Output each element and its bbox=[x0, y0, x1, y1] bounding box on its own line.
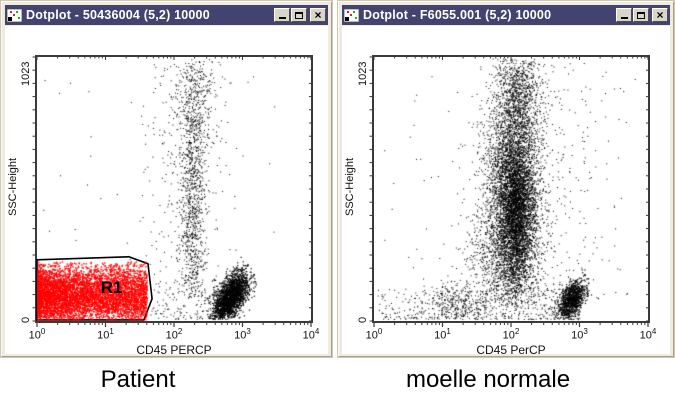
y-axis-title: SSC-Height bbox=[7, 157, 19, 216]
x-tick-label: 104 bbox=[639, 327, 657, 342]
window-controls: × bbox=[273, 8, 326, 22]
dotplot-icon bbox=[344, 8, 359, 22]
close-icon: × bbox=[656, 8, 664, 22]
y-axis-max-label: 1023 bbox=[357, 61, 369, 86]
gate-label-R1[interactable]: R1 bbox=[100, 278, 123, 298]
minimize-button[interactable] bbox=[616, 8, 632, 22]
caption-patient: Patient bbox=[100, 366, 176, 393]
x-axis-title: CD45 PERCP bbox=[136, 343, 212, 354]
dotplot-plot-area: 1023 0 SSC-Height CD45 PERCP 100 101 102 10… bbox=[5, 26, 328, 354]
dotplot-window-patient: Dotplot - 50436004 (5,2) 10000 × 1023 0 … bbox=[1, 1, 332, 357]
close-button[interactable]: × bbox=[310, 8, 326, 22]
minimize-icon bbox=[620, 17, 628, 19]
maximize-button[interactable] bbox=[633, 8, 649, 22]
x-tick-label: 104 bbox=[302, 327, 320, 342]
dotplot-icon bbox=[7, 8, 22, 22]
maximize-icon bbox=[295, 12, 303, 19]
maximize-button[interactable] bbox=[291, 8, 307, 22]
y-axis-min-label: 0 bbox=[357, 316, 369, 323]
minimize-icon bbox=[278, 17, 286, 19]
x-tick-label: 100 bbox=[28, 327, 46, 342]
minimize-button[interactable] bbox=[274, 8, 290, 22]
window-controls: × bbox=[615, 8, 668, 22]
maximize-icon bbox=[637, 12, 645, 19]
titlebar[interactable]: Dotplot - F6055.001 (5,2) 10000 × bbox=[342, 5, 670, 25]
window-title: Dotplot - F6055.001 (5,2) 10000 bbox=[363, 8, 552, 22]
x-tick-label: 102 bbox=[502, 327, 520, 342]
close-icon: × bbox=[314, 8, 322, 22]
window-title: Dotplot - 50436004 (5,2) 10000 bbox=[26, 8, 210, 22]
y-axis-max-label: 1023 bbox=[20, 61, 32, 86]
scatter-dots-canvas bbox=[37, 57, 311, 321]
x-axis-title: CD45 PerCP bbox=[476, 343, 546, 354]
y-axis-title: SSC-Height bbox=[344, 157, 356, 216]
dotplot-window-normal-marrow: Dotplot - F6055.001 (5,2) 10000 × 1023 0… bbox=[338, 1, 674, 357]
x-tick-label: 102 bbox=[165, 327, 183, 342]
dotplot-plot-area: 1023 0 SSC-Height CD45 PerCP 100 101 102 10… bbox=[342, 26, 670, 354]
y-axis-min-label: 0 bbox=[20, 316, 32, 323]
x-tick-label: 103 bbox=[571, 327, 588, 342]
x-tick-label: 103 bbox=[234, 327, 251, 342]
x-tick-label: 100 bbox=[365, 327, 383, 342]
caption-normal-marrow: moelle normale bbox=[405, 366, 571, 393]
x-tick-label: 101 bbox=[434, 327, 451, 342]
titlebar[interactable]: Dotplot - 50436004 (5,2) 10000 × bbox=[5, 5, 328, 25]
close-button[interactable]: × bbox=[652, 8, 668, 22]
x-tick-label: 101 bbox=[97, 327, 114, 342]
scatter-dots-canvas bbox=[374, 57, 648, 321]
